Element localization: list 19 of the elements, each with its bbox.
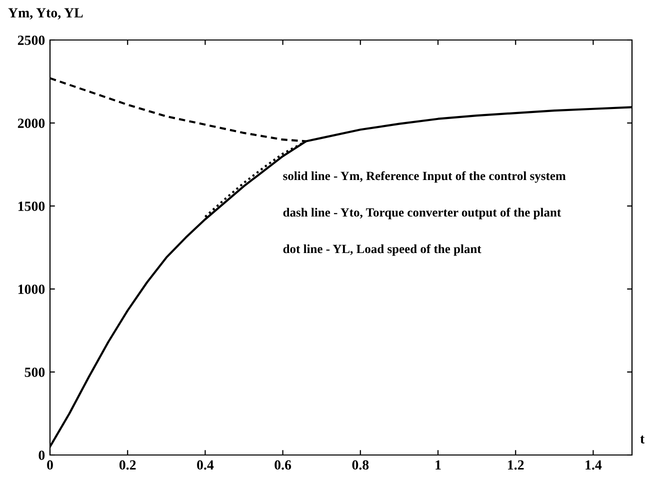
- x-tick-label: 1.2: [508, 460, 524, 470]
- y-tick-label: 2500: [18, 36, 45, 45]
- y-axis-title: Ym, Yto, YL: [8, 8, 83, 20]
- x-axis-title: t: [640, 436, 645, 444]
- x-tick-label: 0.6: [274, 460, 292, 470]
- x-tick-label: 0.4: [197, 460, 214, 470]
- y-tick-label: 2000: [18, 118, 45, 128]
- x-tick-label: 0.2: [119, 460, 136, 470]
- x-tick-label: 1: [436, 460, 441, 470]
- y-tick-label: 1500: [18, 202, 45, 211]
- y-tick-label: 0: [38, 450, 45, 460]
- x-tick-label: 0: [47, 460, 53, 470]
- annotation: solid line - Ym, Reference Input of the control system: [283, 171, 566, 183]
- x-tick-label: 1.4: [586, 460, 602, 470]
- annotation: dot line - YL, Load speed of the plant: [283, 244, 482, 256]
- y-tick-label: 500: [24, 368, 45, 377]
- annotation: dash line - Yto, Torque converter output of the plant: [283, 208, 562, 220]
- y-tick-label: 1000: [18, 284, 45, 294]
- x-tick-label: 0.8: [352, 460, 369, 470]
